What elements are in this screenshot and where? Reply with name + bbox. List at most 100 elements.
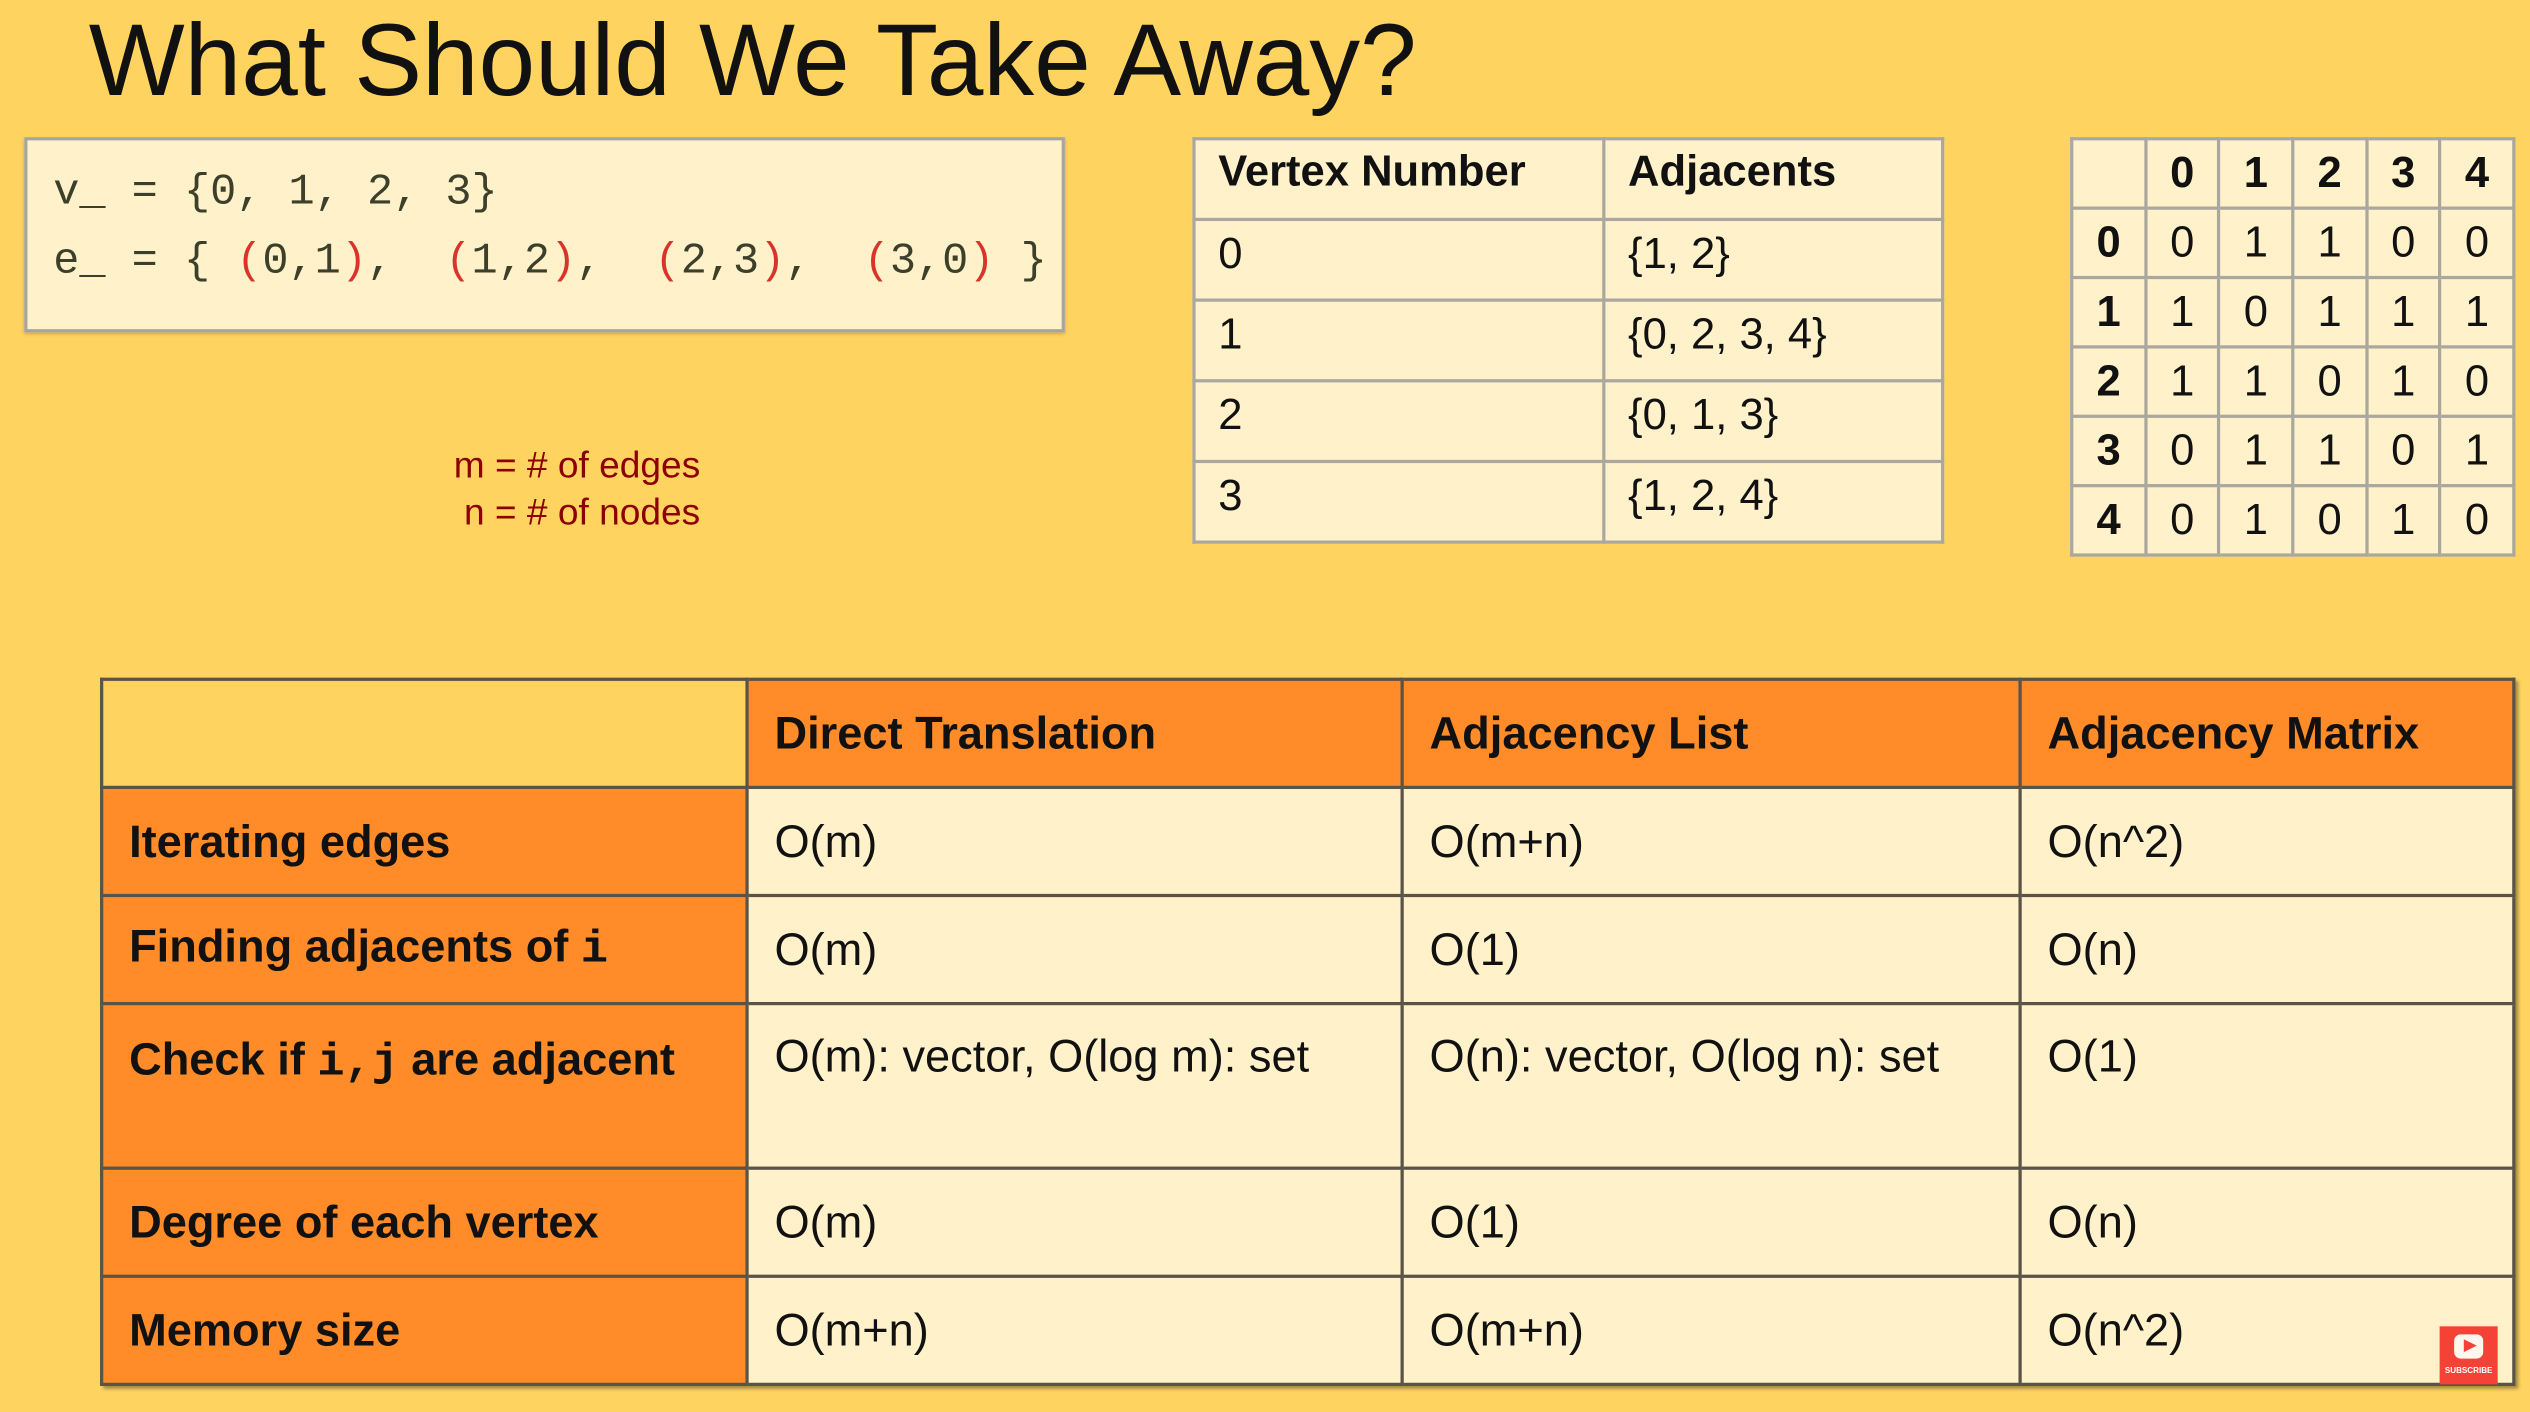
complexity-cell: O(n) bbox=[2018, 893, 2516, 1006]
cell: 2 bbox=[1192, 379, 1606, 464]
matrix-cell: 0 bbox=[2217, 275, 2295, 349]
complexity-cell: O(n): vector, O(log n): set bbox=[1400, 1001, 2022, 1170]
sep: , bbox=[366, 238, 446, 288]
cell: 0 bbox=[1192, 217, 1606, 302]
sep: , bbox=[576, 238, 655, 288]
matrix-column-header: 0 bbox=[2143, 137, 2221, 210]
code-text: e_ = { bbox=[53, 238, 237, 288]
sep: , bbox=[785, 238, 864, 288]
column-header: Adjacents bbox=[1602, 137, 1945, 222]
matrix-cell: 1 bbox=[2438, 414, 2516, 488]
column-header: Direct Translation bbox=[745, 677, 1404, 790]
matrix-cell: 1 bbox=[2364, 345, 2442, 418]
row-header: Iterating edges bbox=[100, 785, 749, 898]
row-label: Degree of each vertex bbox=[129, 1196, 599, 1247]
column-header: Adjacency Matrix bbox=[2018, 677, 2516, 790]
paren: ) bbox=[759, 238, 786, 288]
comparison-row: Memory size O(m+n) O(m+n) O(n^2) bbox=[100, 1274, 2516, 1386]
paren: ) bbox=[549, 238, 577, 288]
row-label-code: i bbox=[580, 926, 609, 977]
column-header bbox=[100, 677, 749, 790]
complexity-cell: O(n^2) bbox=[2018, 1274, 2516, 1386]
matrix-cell: 1 bbox=[2438, 275, 2516, 349]
matrix-cell: 1 bbox=[2217, 206, 2295, 280]
complexity-cell: O(m+n) bbox=[1400, 785, 2022, 898]
complexity-cell: O(1) bbox=[2018, 1001, 2516, 1170]
cell: {0, 1, 3} bbox=[1602, 379, 1945, 464]
matrix-cell: 0 bbox=[2364, 414, 2442, 488]
cell: {1, 2} bbox=[1602, 217, 1945, 302]
cell: {1, 2, 4} bbox=[1602, 459, 1945, 544]
cell: 1 bbox=[1192, 298, 1606, 383]
complexity-cell: O(m) bbox=[745, 893, 1404, 1006]
definitions: m = # of edges n = # of nodes bbox=[454, 442, 701, 536]
row-header: Degree of each vertex bbox=[100, 1166, 749, 1278]
matrix-cell: 1 bbox=[2143, 345, 2221, 418]
matrix-cell: 1 bbox=[2217, 484, 2295, 557]
column-header: Adjacency List bbox=[1400, 677, 2022, 790]
matrix-column-header: 1 bbox=[2217, 137, 2295, 210]
comparison-row: Iterating edges O(m) O(m+n) O(n^2) bbox=[100, 785, 2516, 898]
table-row: 3 {1, 2, 4} bbox=[1192, 459, 1945, 544]
matrix-row-header: 2 bbox=[2070, 345, 2148, 418]
matrix-cell: 1 bbox=[2217, 345, 2295, 418]
complexity-cell: O(n^2) bbox=[2018, 785, 2516, 898]
complexity-cell: O(m+n) bbox=[745, 1274, 1404, 1386]
matrix-column-header: 2 bbox=[2291, 137, 2369, 210]
row-header: Memory size bbox=[100, 1274, 749, 1386]
edge-pair: ( bbox=[236, 238, 263, 288]
paren: ( bbox=[445, 238, 472, 288]
matrix-column-header: 3 bbox=[2364, 137, 2442, 210]
definition-n: n = # of nodes bbox=[463, 490, 701, 533]
edge-pair-inner: 0,1 bbox=[262, 238, 341, 288]
row-label: Check if bbox=[129, 1034, 318, 1085]
column-header: Vertex Number bbox=[1192, 137, 1606, 222]
code-text: } bbox=[994, 238, 1047, 288]
matrix-cell: 1 bbox=[2143, 275, 2221, 349]
vertex-set-line: v_ = {0, 1, 2, 3} bbox=[53, 169, 498, 218]
youtube-play-icon bbox=[2454, 1334, 2484, 1359]
matrix-cell: 0 bbox=[2291, 484, 2369, 557]
cell: {0, 2, 3, 4} bbox=[1602, 298, 1945, 383]
vertex-adjacency-table: Vertex Number Adjacents 0 {1, 2} 1 {0, 2, … bbox=[1192, 137, 1945, 544]
row-label-after: are adjacent bbox=[398, 1034, 675, 1085]
edge-pair-inner: 3,0 bbox=[889, 238, 969, 288]
table-row: 0 {1, 2} bbox=[1192, 217, 1945, 302]
complexity-cell: O(m) bbox=[745, 785, 1404, 898]
matrix-column-header: 4 bbox=[2438, 137, 2516, 210]
subscribe-button[interactable]: SUBSCRIBE bbox=[2439, 1326, 2498, 1385]
matrix-cell: 1 bbox=[2364, 275, 2442, 349]
paren: ( bbox=[863, 238, 890, 288]
matrix-row-header: 3 bbox=[2070, 414, 2148, 488]
complexity-cell: O(m+n) bbox=[1400, 1274, 2022, 1386]
table-row: 2 {0, 1, 3} bbox=[1192, 379, 1945, 464]
table-row: 1 {0, 2, 3, 4} bbox=[1192, 298, 1945, 383]
matrix-row-header: 4 bbox=[2070, 484, 2148, 557]
row-label-code: i,j bbox=[317, 1039, 399, 1090]
matrix-cell: 0 bbox=[2291, 345, 2369, 418]
complexity-cell: O(m): vector, O(log m): set bbox=[745, 1001, 1404, 1170]
matrix-cell: 1 bbox=[2291, 414, 2369, 488]
comparison-row: Finding adjacents of i O(m) O(1) O(n) bbox=[100, 893, 2516, 1006]
matrix-row-header: 1 bbox=[2070, 275, 2148, 349]
code-box: v_ = {0, 1, 2, 3} e_ = { (0,1), (1,2), (… bbox=[24, 137, 1065, 333]
edge-set-line: e_ = { (0,1), (1,2), (2,3), (3,0) } bbox=[53, 239, 1046, 287]
matrix-cell: 1 bbox=[2364, 484, 2442, 557]
complexity-comparison-table: Direct Translation Adjacency List Adjacenc… bbox=[100, 677, 2516, 1386]
comparison-row: Check if i,j are adjacent O(m): vector, O… bbox=[100, 1001, 2516, 1170]
comparison-row: Degree of each vertex O(m) O(1) O(n) bbox=[100, 1166, 2516, 1278]
paren: ) bbox=[340, 238, 367, 288]
matrix-cell: 1 bbox=[2291, 275, 2369, 349]
slide-title: What Should We Take Away? bbox=[88, 4, 1417, 118]
paren: ) bbox=[968, 238, 995, 288]
complexity-cell: O(1) bbox=[1400, 893, 2022, 1006]
row-label: Iterating edges bbox=[129, 815, 451, 866]
matrix-row-header: 0 bbox=[2070, 206, 2148, 280]
matrix-cell: 0 bbox=[2143, 484, 2221, 557]
row-header: Check if i,j are adjacent bbox=[100, 1001, 749, 1170]
